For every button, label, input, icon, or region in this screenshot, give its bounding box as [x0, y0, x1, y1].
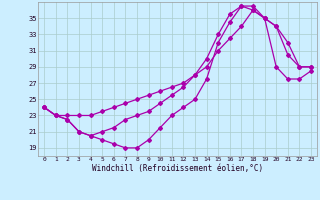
X-axis label: Windchill (Refroidissement éolien,°C): Windchill (Refroidissement éolien,°C)	[92, 164, 263, 173]
